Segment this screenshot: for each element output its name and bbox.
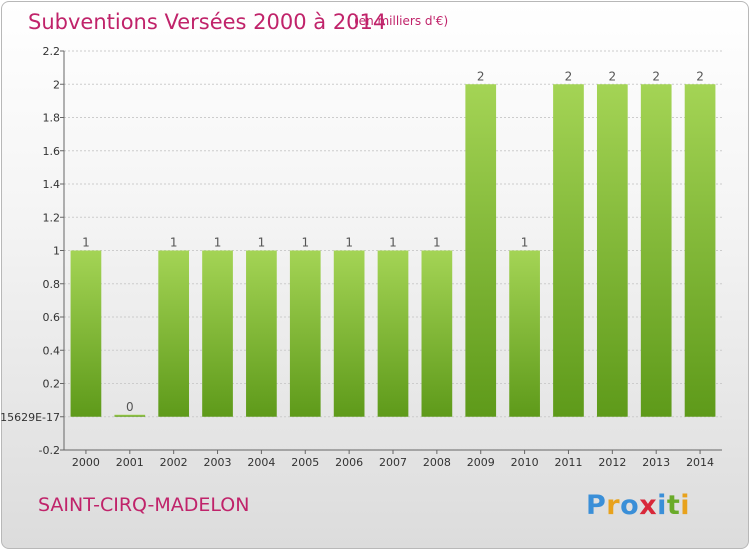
y-tick-label: 0.8	[43, 278, 61, 291]
y-tick-label: 1.4	[43, 178, 61, 191]
bar	[158, 250, 190, 417]
bar	[289, 250, 321, 417]
commune-name: SAINT-CIRQ-MADELON	[38, 494, 250, 516]
y-tick-label: 2.2	[43, 45, 61, 58]
y-tick-label: 0.6	[43, 311, 61, 324]
bar	[70, 250, 102, 417]
x-tick-label: 2005	[291, 456, 319, 469]
x-tick-label: 2002	[160, 456, 188, 469]
logo-letter: i	[657, 490, 667, 521]
data-label: 1	[170, 236, 178, 250]
x-tick-label: 2008	[423, 456, 451, 469]
x-tick-label: 2012	[598, 456, 626, 469]
y-tick-label: 1.8	[43, 112, 61, 125]
logo-letter: o	[620, 490, 640, 521]
logo-letter: x	[639, 490, 658, 521]
data-label: 1	[301, 236, 309, 250]
data-label: 1	[258, 236, 266, 250]
bar	[377, 250, 409, 417]
x-tick-label: 2013	[642, 456, 670, 469]
y-tick-label: 1	[53, 245, 60, 258]
x-tick-label: 2004	[247, 456, 275, 469]
x-tick-label: 2006	[335, 456, 363, 469]
y-tick-label: 0.4	[43, 344, 61, 357]
data-label: 1	[82, 236, 90, 250]
y-tick-label: 2	[53, 78, 60, 91]
bar	[596, 84, 628, 417]
data-label: 2	[609, 69, 617, 83]
bar	[114, 414, 146, 417]
data-label: 1	[521, 236, 529, 250]
bar	[246, 250, 277, 417]
y-tick-label: -15629E-17	[0, 411, 60, 424]
logo-letter: i	[680, 490, 691, 521]
data-label: 2	[652, 69, 660, 83]
logo-letter: r	[606, 490, 621, 521]
bar	[333, 250, 365, 417]
x-tick-label: 2011	[554, 456, 582, 469]
data-label: 0	[126, 400, 134, 414]
unit-note: (en milliers d'€)	[354, 14, 449, 28]
data-label: 1	[345, 236, 353, 250]
chart-title: Subventions Versées 2000 à 2014	[28, 10, 387, 34]
data-label: 2	[565, 69, 573, 83]
x-tick-label: 2007	[379, 456, 407, 469]
x-tick-label: 2014	[686, 456, 714, 469]
data-label: 1	[214, 236, 222, 250]
bar	[684, 84, 716, 417]
data-label: 2	[696, 69, 704, 83]
data-label: 2	[477, 69, 485, 83]
bar	[553, 84, 584, 417]
bar	[421, 250, 453, 417]
y-tick-label: 1.2	[43, 211, 61, 224]
bar	[465, 84, 497, 417]
y-tick-label: 0.2	[43, 378, 61, 391]
x-tick-label: 2001	[116, 456, 144, 469]
logo-letter: P	[586, 490, 607, 521]
bar	[202, 250, 233, 417]
bar	[509, 250, 540, 417]
x-tick-label: 2003	[204, 456, 232, 469]
logo-letter: t	[666, 490, 681, 521]
data-label: 1	[433, 236, 441, 250]
y-tick-label: 1.6	[43, 145, 61, 158]
y-tick-label: -0.2	[39, 444, 60, 457]
x-tick-label: 2000	[72, 456, 100, 469]
x-tick-label: 2010	[511, 456, 539, 469]
data-label: 1	[389, 236, 397, 250]
bar	[640, 84, 672, 417]
x-tick-label: 2009	[467, 456, 495, 469]
proxiti-logo: Proxiti	[586, 490, 690, 521]
